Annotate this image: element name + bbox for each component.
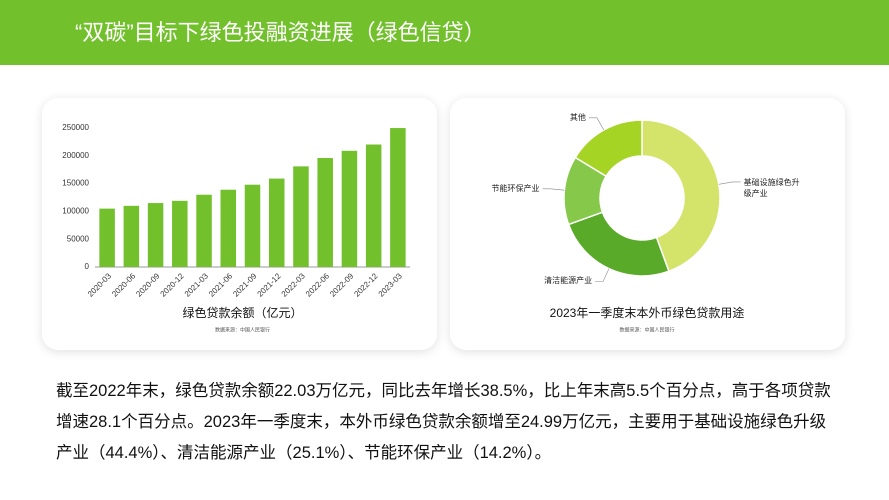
pie-label: 节能环保产业 (491, 183, 540, 193)
header-title: “双碳”目标下绿色投融资进展（绿色信贷） (75, 20, 486, 45)
x-tick-label: 2020-12 (159, 271, 187, 299)
body-text: 截至2022年末，绿色贷款余额22.03万亿元，同比去年增长38.5%，比上年末… (56, 382, 831, 462)
pie-label: 清洁能源产业 (544, 276, 593, 286)
chart-title: 2023年一季度末本外币绿色贷款用途 (550, 305, 745, 320)
x-tick-label: 2021-03 (183, 271, 211, 299)
pie-label: 其他 (569, 112, 586, 122)
y-tick-label: 0 (85, 262, 90, 271)
x-tick-label: 2021-06 (207, 271, 235, 299)
bar (220, 189, 237, 267)
leader-line (588, 117, 605, 131)
pie-slice (574, 119, 643, 178)
pie-label: 基础设施绿色升级产业 (743, 177, 800, 198)
source-note: 数据来源：中国人民银行 (215, 326, 270, 333)
x-tick-label: 2020-03 (86, 271, 114, 299)
x-tick-label: 2023-03 (377, 271, 405, 299)
x-tick-label: 2022-09 (328, 271, 356, 299)
x-tick-label: 2022-12 (352, 271, 380, 299)
bar (99, 208, 115, 267)
source-note: 数据来源：中国人民银行 (619, 326, 674, 333)
chart-title: 绿色贷款余额（亿元） (182, 305, 302, 320)
pie-slice (567, 211, 670, 277)
x-tick-label: 2022-03 (280, 271, 308, 299)
bar (196, 194, 212, 267)
x-tick-label: 2021-09 (231, 271, 259, 299)
leader-line (595, 268, 610, 282)
bar (244, 184, 261, 267)
y-tick-label: 50000 (67, 234, 90, 243)
y-tick-label: 250000 (62, 123, 89, 132)
x-tick-label: 2021-12 (256, 271, 284, 299)
x-tick-label: 2020-09 (134, 271, 162, 299)
bar (365, 144, 382, 267)
leader-line (542, 188, 565, 191)
pie-slice (641, 119, 721, 273)
y-tick-label: 150000 (62, 179, 89, 188)
header-band (0, 0, 889, 65)
bar (172, 200, 188, 267)
leader-line (718, 181, 741, 185)
bar (317, 158, 333, 267)
bar (123, 205, 140, 267)
bar (293, 166, 309, 267)
y-tick-label: 200000 (62, 151, 89, 160)
x-tick-label: 2020-06 (110, 271, 138, 299)
bar (341, 150, 358, 267)
x-tick-label: 2022-06 (304, 271, 332, 299)
bar (390, 128, 406, 267)
y-tick-label: 100000 (62, 207, 89, 216)
bar (268, 178, 285, 267)
bar (147, 203, 164, 267)
